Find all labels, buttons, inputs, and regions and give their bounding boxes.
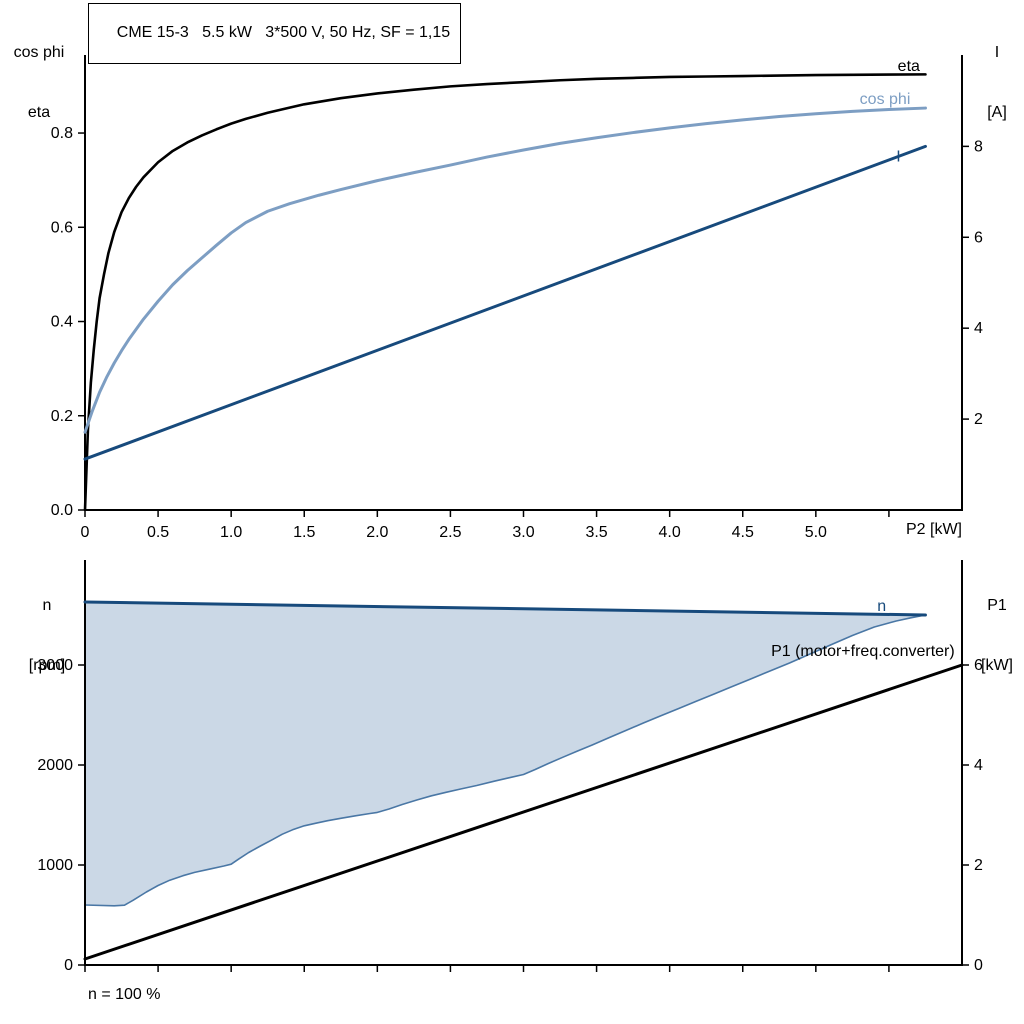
right-tick-label: 8 [974, 138, 983, 155]
ylabel-p1: P1 [987, 597, 1007, 614]
n-curve [83, 600, 927, 617]
ylabel-eta: eta [27, 104, 51, 121]
right-tick-label: 6 [974, 229, 983, 246]
top-right-axis-label: I [A] [972, 3, 1022, 163]
bottom-right-axis-label: P1 [kW] [970, 556, 1024, 716]
x-tick-label: 1.0 [220, 524, 242, 541]
speed-range-lower-bound [84, 614, 926, 907]
left-tick-label: 0 [64, 957, 73, 974]
left-tick-label: 0.0 [51, 502, 73, 519]
x-tick-label: 4.0 [659, 524, 681, 541]
right-tick-label: 4 [974, 320, 983, 337]
cos-phi-curve [83, 106, 927, 434]
p1-motor-freq-converter-curve [83, 663, 964, 961]
right-tick-label: 6 [974, 657, 983, 674]
right-tick-label: 4 [974, 757, 983, 774]
i-curve-label: I [896, 148, 900, 165]
x-tick-label: 4.5 [732, 524, 754, 541]
p1-motor-freq-converter-curve-label: P1 (motor+freq.converter) [771, 643, 955, 660]
x-tick-label: 0 [81, 524, 90, 541]
cos-phi-curve-label: cos phi [860, 91, 911, 108]
x-tick-label: 2.5 [439, 524, 461, 541]
left-tick-label: 1000 [37, 857, 73, 874]
ylabel-speed: n [42, 597, 52, 614]
x-tick-label: 5.0 [805, 524, 827, 541]
ylabel-speed-unit: [rpm] [28, 657, 66, 674]
ylabel-current-unit: [A] [987, 104, 1007, 121]
bottom-left-axis-label: n [rpm] [8, 556, 86, 716]
x-tick-label: 3.0 [512, 524, 534, 541]
chart-title: CME 15-3 5.5 kW 3*500 V, 50 Hz, SF = 1,1… [116, 24, 451, 41]
right-tick-label: 2 [974, 857, 983, 874]
x-tick-label: 2.0 [366, 524, 388, 541]
footnote-n-100: n = 100 % [88, 986, 161, 1003]
ylabel-current: I [994, 44, 1000, 61]
right-tick-label: 0 [974, 957, 983, 974]
eta-curve [83, 73, 927, 512]
left-tick-label: 0.6 [51, 219, 73, 236]
speed-range-area [85, 602, 926, 906]
xlabel-p2: P2 [kW] [905, 521, 962, 538]
eta-curve-label: eta [898, 58, 920, 75]
i-curve [83, 144, 927, 461]
right-tick-label: 2 [974, 411, 983, 428]
left-tick-label: 0.2 [51, 408, 73, 425]
top-left-axis-label: cos phi eta [4, 3, 74, 163]
ylabel-cos-phi: cos phi [13, 44, 65, 61]
left-tick-label: 0.4 [51, 314, 73, 331]
n-curve-label: n [877, 598, 886, 615]
left-tick-label: 2000 [37, 757, 73, 774]
left-tick-label: 0.8 [51, 125, 73, 142]
chart-title-box: CME 15-3 5.5 kW 3*500 V, 50 Hz, SF = 1,1… [88, 3, 462, 64]
x-tick-label: 1.5 [293, 524, 315, 541]
left-tick-label: 3000 [37, 657, 73, 674]
x-tick-label: 0.5 [147, 524, 169, 541]
x-tick-label: 3.5 [585, 524, 607, 541]
ylabel-p1-unit: [kW] [981, 657, 1013, 674]
